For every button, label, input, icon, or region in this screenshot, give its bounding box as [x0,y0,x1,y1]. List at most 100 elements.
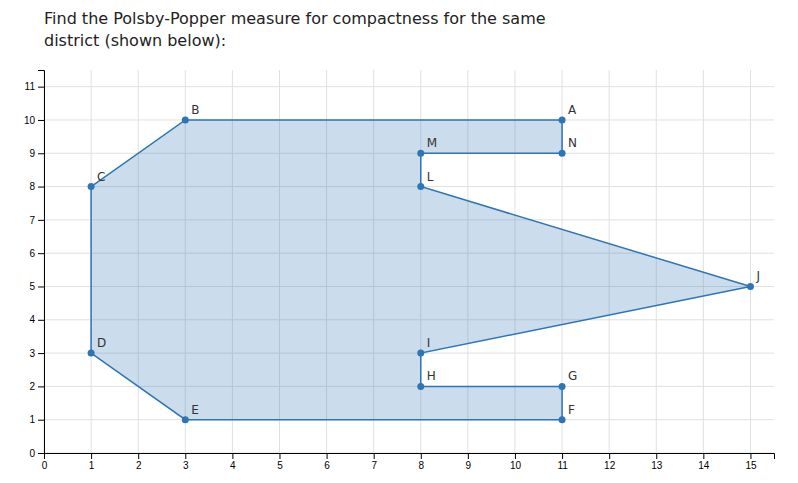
x-axis-tick-label: 13 [651,460,663,471]
point-label: D [97,336,106,350]
point [559,416,566,423]
x-axis-tick: 13 [651,453,663,471]
x-axis-tick-mark [232,453,233,459]
title: Find the Polsby-Popper measure for compa… [44,9,546,28]
x-axis-tick-mark [91,453,92,459]
point-label: E [191,403,199,417]
y-axis-tick-label: 2 [29,381,35,392]
y-axis-tick: 0 [29,448,44,459]
point-label: M [427,136,437,150]
x-axis-tick-label: 15 [745,460,757,471]
point [559,383,566,390]
point-label: G [568,369,577,383]
x-axis-tick-mark [562,453,563,459]
point [88,183,95,190]
x-axis-tick: 15 [745,453,757,471]
point-label: B [191,103,199,117]
marks [88,116,754,423]
point-label: H [427,369,436,383]
x-axis-tick-mark [374,453,375,459]
point [747,283,754,290]
x-axis-tick-label: 6 [324,460,330,471]
x-axis-tick: 5 [277,453,283,471]
x-axis: 0123456789101112131415 [42,453,775,471]
x-axis-tick: 9 [466,453,472,471]
point [182,416,189,423]
y-axis-line [38,71,45,454]
x-axis-tick: 1 [89,453,95,471]
x-axis-tick-label: 2 [136,460,142,471]
x-axis-tick-mark [279,453,280,459]
y-axis-tick-mark [38,420,44,421]
y-axis-tick: 11 [25,81,44,92]
y-axis-tick-label: 8 [29,181,35,192]
x-axis-tick-label: 5 [277,460,283,471]
point [559,116,566,123]
x-axis-tick-mark [750,453,751,459]
y-axis-tick: 7 [29,215,44,226]
point [417,183,424,190]
y-axis-tick-mark [38,453,44,454]
point-label: A [568,103,577,117]
point [88,350,95,357]
y-axis-tick-mark [38,320,44,321]
point [417,383,424,390]
plot: 012345678910111213141501234567891011ABCD… [24,70,775,471]
x-axis-tick-label: 1 [89,460,95,471]
x-axis-tick-label: 14 [698,460,710,471]
y-axis-tick: 3 [29,348,44,359]
grid [44,70,774,453]
y-axis-tick: 8 [29,181,44,192]
y-axis-tick: 5 [29,281,44,292]
x-axis-tick: 6 [324,453,330,471]
x-axis-tick: 14 [698,453,710,471]
point-label: C [97,170,105,184]
y-axis-tick-mark [38,153,44,154]
point [417,150,424,157]
y-axis-tick-mark [38,220,44,221]
x-axis-tick-label: 9 [466,460,472,471]
x-axis-tick-label: 10 [510,460,522,471]
point [182,116,189,123]
x-axis-tick: 11 [557,453,568,471]
grid-line-x [703,70,704,453]
point [417,350,424,357]
x-axis-tick: 3 [183,453,189,471]
polygon [91,120,750,420]
y-axis-tick-label: 9 [29,148,35,159]
x-axis-tick-mark [421,453,422,459]
y-axis-tick-mark [38,386,44,387]
x-axis-tick-label: 3 [183,460,189,471]
point-labels: ABCDEFGHIJLMN [97,103,760,417]
x-axis-tick: 2 [136,453,142,471]
y-axis-tick-label: 1 [29,414,35,425]
point-label: N [568,136,577,150]
y-axis-tick-label: 3 [29,348,35,359]
x-axis-tick-label: 0 [42,460,48,471]
y-axis-tick-label: 11 [25,81,36,92]
y-axis: 01234567891011 [24,71,45,459]
grid-line-y [44,86,774,87]
x-axis-tick-mark [515,453,516,459]
y-axis-tick: 1 [29,414,44,425]
x-axis-tick-label: 4 [230,460,236,471]
point-label: J [755,269,760,283]
point-label: I [427,336,431,350]
x-axis-tick-mark [609,453,610,459]
x-axis-tick-mark [185,453,186,459]
x-axis-line [45,454,775,460]
x-axis-tick-label: 7 [371,460,377,471]
y-axis-tick-label: 10 [24,115,36,126]
y-axis-tick: 9 [29,148,44,159]
subtitle: district (shown below): [44,31,226,50]
y-axis-tick-label: 0 [29,448,35,459]
y-axis-tick: 2 [29,381,44,392]
x-axis-tick-mark [468,453,469,459]
point-label: L [427,170,434,184]
y-axis-tick-label: 6 [29,248,35,259]
x-axis-tick: 12 [604,453,616,471]
point [559,150,566,157]
x-axis-tick-label: 12 [604,460,616,471]
y-axis-tick-mark [38,87,44,88]
x-axis-tick: 10 [510,453,522,471]
